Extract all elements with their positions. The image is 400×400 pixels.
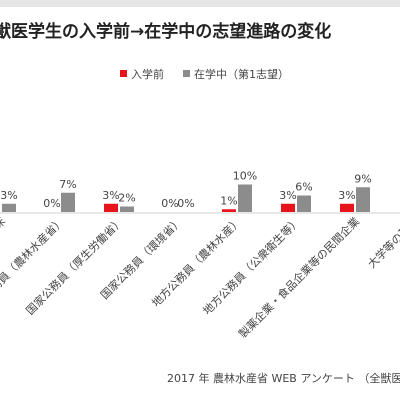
bar-before-4 [222, 209, 236, 212]
data-label-during-5: 6% [295, 181, 312, 194]
data-label-during-1: 7% [59, 178, 76, 191]
category-tick-labels: 臨床国家公務員（農林水産省）国家公務員（厚生労働省）国家公務員（環境省）地方公務… [0, 214, 400, 341]
bars [2, 184, 370, 212]
category-tick-label-0: 臨床 [0, 214, 8, 239]
data-label-during-4: 10% [233, 170, 257, 183]
legend-swatch-0 [120, 70, 127, 77]
category-tick-label-6: 製薬企業・食品企業等の民間企業 [236, 214, 363, 341]
data-label-before-2: 3% [102, 189, 119, 202]
bar-during-2 [120, 206, 134, 212]
bar-during-4 [238, 184, 252, 212]
category-tick-label-2: 国家公務員（厚生労働省） [23, 214, 126, 317]
bar-during-0 [2, 203, 16, 212]
bar-during-1 [61, 192, 75, 212]
bar-during-6 [356, 187, 370, 212]
chart-title: 獣医学生の入学前→在学中の志望進路の変化 [0, 21, 331, 42]
data-label-before-4: 1% [220, 194, 237, 207]
legend: 入学前 在学中（第1志望） [120, 67, 289, 81]
bar-before-2 [104, 203, 118, 212]
data-labels: %3%0%7%3%2%0%0%1%10%3%6%3%9% [0, 170, 371, 211]
bar-before-6 [340, 203, 354, 212]
legend-swatch-1 [183, 70, 190, 77]
data-label-during-6: 9% [354, 172, 371, 185]
bar-before-5 [281, 203, 295, 212]
data-label-before-1: 0% [43, 197, 60, 210]
data-label-during-2: 2% [118, 192, 135, 205]
data-label-during-0: 3% [0, 189, 17, 202]
category-tick-label-7: 大学等の研究 [365, 214, 400, 271]
legend-label-1: 在学中（第1志望） [194, 67, 289, 81]
category-tick-label-5: 地方公務員（公衆衛生等） [200, 214, 303, 317]
legend-label-0: 入学前 [131, 67, 164, 81]
data-label-before-5: 3% [279, 189, 296, 202]
source-note: 2017 年 農林水産省 WEB アンケート （全獣医 [167, 371, 400, 385]
data-label-before-6: 3% [338, 189, 355, 202]
data-label-before-3: 0% [161, 197, 178, 210]
data-label-during-3: 0% [177, 197, 194, 210]
bar-during-5 [297, 195, 311, 212]
title-strip [0, 0, 400, 7]
